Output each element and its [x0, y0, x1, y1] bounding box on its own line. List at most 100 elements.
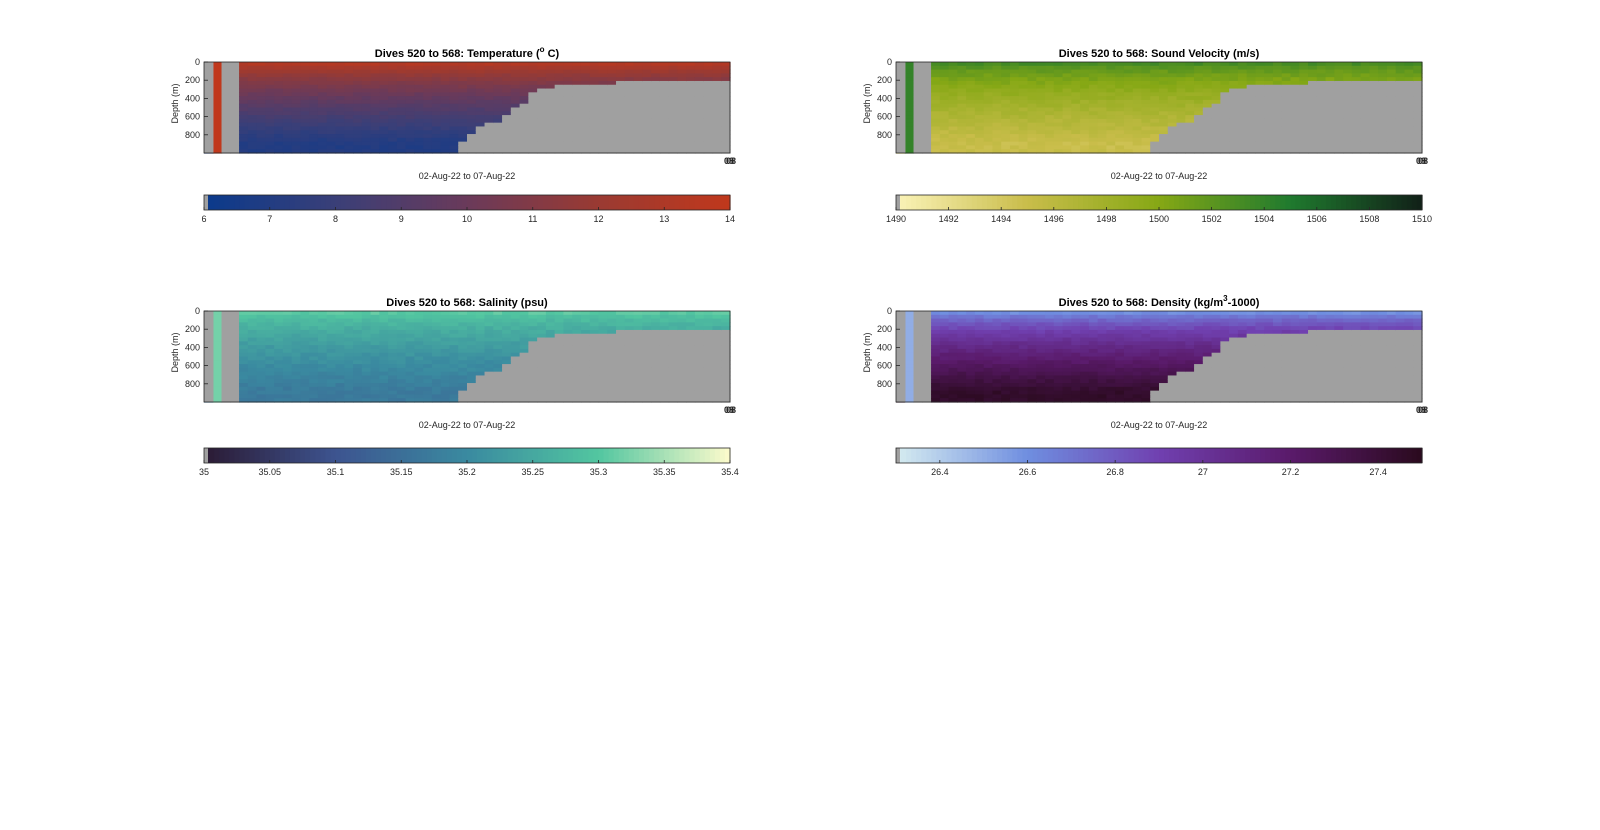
heatmap-cell: [282, 371, 293, 377]
heatmap-cell: [1045, 145, 1055, 150]
heatmap-cell: [677, 345, 687, 350]
heatmap-cell: [379, 329, 389, 335]
colorbar-segment: [360, 195, 367, 210]
heatmap-cell: [668, 149, 678, 154]
heatmap-cell: [703, 386, 714, 392]
heatmap-cell: [256, 99, 266, 105]
heatmap-cell: [633, 137, 643, 143]
heatmap-cell: [1211, 126, 1221, 131]
colorbar-segment: [1088, 195, 1094, 210]
heatmap-cell: [300, 329, 310, 335]
heatmap-cell: [1290, 88, 1300, 93]
heatmap-cell: [484, 390, 494, 396]
heatmap-cell: [475, 398, 486, 403]
heatmap-cell: [703, 329, 714, 335]
heatmap-cell: [484, 137, 494, 143]
heatmap-cell: [554, 137, 565, 143]
heatmap-cell: [458, 107, 468, 112]
heatmap-cell: [1123, 145, 1134, 150]
heatmap-cell: [379, 352, 389, 358]
heatmap-cell: [624, 337, 635, 342]
heatmap-cell: [1369, 92, 1379, 97]
heatmap-cell: [431, 322, 442, 327]
heatmap-cell: [913, 145, 923, 150]
heatmap-cell: [1194, 69, 1204, 74]
heatmap-cell: [1343, 115, 1353, 120]
heatmap-cell: [1220, 80, 1230, 86]
heatmap-cell: [1176, 145, 1186, 150]
heatmap-cell: [1308, 130, 1318, 135]
heatmap-cell: [1246, 137, 1257, 143]
heatmap-cell: [221, 141, 231, 147]
colorbar-segment: [644, 195, 650, 210]
heatmap-cell: [265, 145, 275, 150]
heatmap-cell: [326, 318, 337, 323]
heatmap-cell: [1229, 111, 1239, 116]
heatmap-cell: [572, 149, 582, 154]
heatmap-cell: [1369, 137, 1379, 143]
heatmap-cell: [370, 73, 380, 78]
heatmap-cell: [1185, 77, 1195, 82]
heatmap-cell: [282, 69, 293, 74]
heatmap-cell: [589, 118, 600, 124]
heatmap-cell: [694, 88, 705, 93]
heatmap-cell: [1413, 69, 1423, 74]
heatmap-cell: [563, 375, 573, 380]
heatmap-cell: [265, 398, 275, 403]
heatmap-cell: [1123, 118, 1134, 124]
heatmap-cell: [966, 375, 976, 380]
heatmap-cell: [1027, 141, 1037, 147]
heatmap-cell: [1159, 103, 1169, 109]
heatmap-cell: [1001, 65, 1011, 71]
heatmap-cell: [1255, 118, 1265, 124]
heatmap-cell: [633, 311, 643, 316]
heatmap-cell: [1167, 141, 1178, 147]
heatmap-cell: [1202, 103, 1213, 109]
heatmap-cell: [431, 383, 442, 388]
heatmap-cell: [1009, 122, 1020, 128]
heatmap-cell: [475, 326, 486, 331]
heatmap-cell: [274, 352, 284, 358]
heatmap-cell: [502, 134, 512, 139]
colorbar-segment: [315, 195, 321, 210]
heatmap-cell: [633, 318, 643, 323]
heatmap-cell: [1343, 65, 1353, 71]
heatmap-cell: [1185, 122, 1195, 128]
heatmap-cell: [922, 333, 932, 339]
heatmap-cell: [659, 318, 670, 323]
heatmap-cell: [1062, 130, 1072, 135]
heatmap-cell: [1395, 62, 1406, 67]
heatmap-cell: [1071, 118, 1081, 124]
heatmap-cell: [1106, 111, 1116, 116]
heatmap-cell: [992, 73, 1002, 78]
heatmap-cell: [1001, 149, 1011, 154]
heatmap-cell: [484, 65, 494, 71]
heatmap-cell: [502, 62, 512, 67]
heatmap-cell: [1334, 69, 1344, 74]
heatmap-cell: [317, 88, 328, 93]
heatmap-cell: [519, 141, 529, 147]
heatmap-cell: [502, 371, 512, 377]
heatmap-cell: [572, 145, 582, 150]
heatmap-cell: [659, 337, 670, 342]
heatmap-cell: [502, 88, 512, 93]
heatmap-cell: [598, 96, 608, 101]
heatmap-cell: [563, 88, 573, 93]
heatmap-cell: [703, 122, 714, 128]
heatmap-cell: [519, 137, 529, 143]
heatmap-cell: [1185, 111, 1195, 116]
heatmap-cell: [414, 65, 424, 71]
heatmap-cell: [265, 73, 275, 78]
heatmap-cell: [913, 88, 923, 93]
heatmap-cell: [957, 118, 967, 124]
heatmap-cell: [939, 311, 950, 316]
colorbar-segment: [1270, 195, 1276, 210]
heatmap-cell: [580, 62, 591, 67]
heatmap-cell: [580, 69, 591, 74]
heatmap-cell: [572, 333, 582, 339]
heatmap-cell: [431, 103, 442, 109]
heatmap-cell: [1045, 130, 1055, 135]
heatmap-cell: [502, 379, 512, 384]
heatmap-cell: [274, 122, 284, 128]
heatmap-cell: [1088, 84, 1099, 90]
